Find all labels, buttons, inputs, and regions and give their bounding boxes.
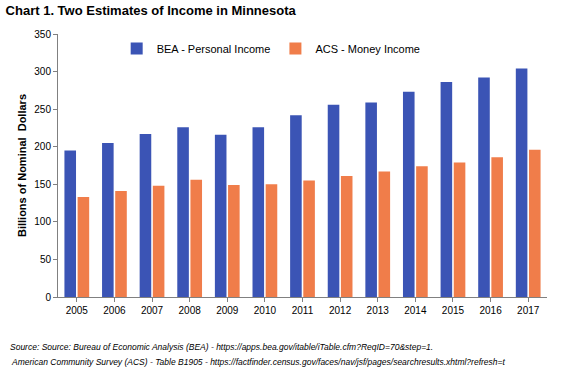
svg-text:2017: 2017	[517, 305, 540, 316]
svg-text:2012: 2012	[329, 305, 352, 316]
svg-text:Billions of Nominal Dollars: Billions of Nominal Dollars	[16, 94, 28, 237]
svg-text:250: 250	[34, 104, 51, 115]
svg-text:0: 0	[45, 292, 51, 303]
svg-text:2010: 2010	[254, 305, 277, 316]
svg-text:100: 100	[34, 216, 51, 227]
svg-text:300: 300	[34, 66, 51, 77]
svg-text:350: 350	[34, 29, 51, 40]
svg-text:2008: 2008	[179, 305, 202, 316]
svg-text:2011: 2011	[292, 305, 314, 316]
svg-text:BEA - Personal Income: BEA - Personal Income	[157, 43, 271, 55]
svg-text:2005: 2005	[66, 305, 89, 316]
svg-text:50: 50	[40, 254, 52, 265]
svg-text:2016: 2016	[479, 305, 502, 316]
svg-text:Chart 1. Two Estimates of Inco: Chart 1. Two Estimates of Income in Minn…	[6, 3, 297, 18]
svg-text:2014: 2014	[404, 305, 427, 316]
svg-text:American Community Survey (ACS: American Community Survey (ACS) - Table …	[10, 357, 506, 367]
svg-text:ACS - Money Income: ACS - Money Income	[315, 43, 420, 55]
svg-text:2009: 2009	[216, 305, 239, 316]
svg-text:2013: 2013	[367, 305, 390, 316]
svg-text:150: 150	[34, 179, 51, 190]
svg-text:2015: 2015	[442, 305, 465, 316]
svg-text:200: 200	[34, 141, 51, 152]
svg-text:2007: 2007	[141, 305, 164, 316]
svg-text:2006: 2006	[103, 305, 126, 316]
svg-text:Source: Source: Bureau of Econ: Source: Source: Bureau of Economic Analy…	[10, 342, 433, 352]
